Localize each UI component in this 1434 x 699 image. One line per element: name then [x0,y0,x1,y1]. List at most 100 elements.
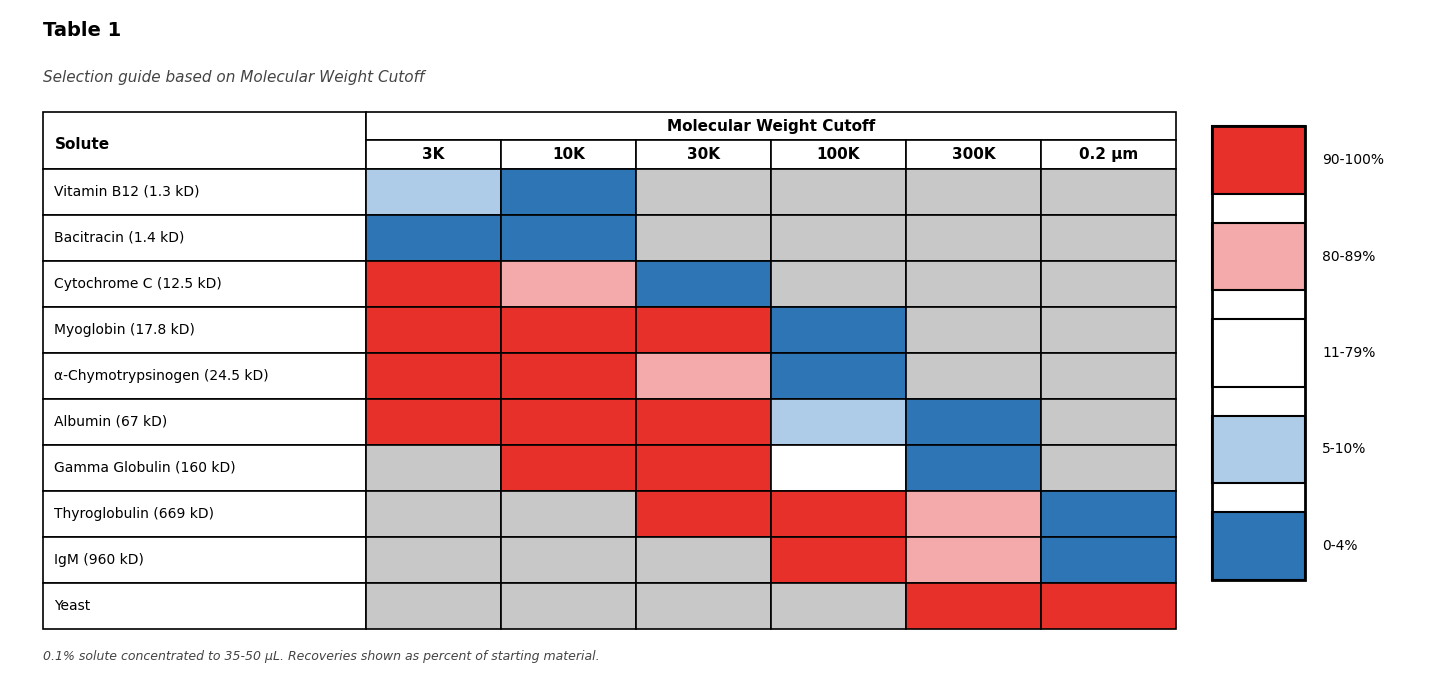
Bar [43,399,366,445]
Bar [771,307,906,353]
Bar [771,261,906,307]
Bar [906,445,1041,491]
Text: 10K: 10K [552,147,585,162]
Bar [771,140,906,168]
Bar [1212,127,1305,579]
Bar [1212,127,1305,194]
Text: Thyroglobulin (669 kD): Thyroglobulin (669 kD) [54,507,215,521]
Bar [771,537,906,583]
Bar [43,215,366,261]
Text: 3K: 3K [422,147,445,162]
Bar [906,168,1041,215]
Bar [1041,261,1176,307]
Bar [906,261,1041,307]
Bar [500,445,635,491]
Bar [43,168,366,215]
Text: 5-10%: 5-10% [1322,442,1367,456]
Bar [43,491,366,537]
Bar [635,445,771,491]
Bar [1212,223,1305,290]
Text: 90-100%: 90-100% [1322,153,1384,167]
Bar [906,491,1041,537]
Bar [635,399,771,445]
Bar [366,491,500,537]
Text: 0.2 μm: 0.2 μm [1078,147,1139,162]
Bar [771,445,906,491]
Text: Cytochrome C (12.5 kD): Cytochrome C (12.5 kD) [54,277,222,291]
Text: Bacitracin (1.4 kD): Bacitracin (1.4 kD) [54,231,185,245]
Bar [43,445,366,491]
Bar [500,307,635,353]
Bar [1212,416,1305,483]
Bar [906,537,1041,583]
Text: 100K: 100K [816,147,860,162]
Text: 30K: 30K [687,147,720,162]
Bar [43,307,366,353]
Bar [771,399,906,445]
Bar [906,583,1041,629]
Text: α-Chymotrypsinogen (24.5 kD): α-Chymotrypsinogen (24.5 kD) [54,369,270,383]
Bar [500,215,635,261]
Bar [1041,307,1176,353]
Bar [366,112,1176,140]
Bar [1041,399,1176,445]
Bar [366,140,500,168]
Text: Albumin (67 kD): Albumin (67 kD) [54,415,168,429]
Text: Myoglobin (17.8 kD): Myoglobin (17.8 kD) [54,323,195,337]
Bar [635,491,771,537]
Bar [906,140,1041,168]
Bar [500,537,635,583]
Bar [366,307,500,353]
Bar [366,399,500,445]
Text: 300K: 300K [952,147,995,162]
Bar [906,399,1041,445]
Bar [1212,319,1305,387]
Bar [1041,583,1176,629]
Bar [1041,140,1176,168]
Bar [635,583,771,629]
Bar [635,215,771,261]
Bar [500,491,635,537]
Bar [500,353,635,399]
Bar [43,583,366,629]
Text: Yeast: Yeast [54,599,90,613]
Text: 0-4%: 0-4% [1322,539,1358,553]
Bar [1041,168,1176,215]
Text: 11-79%: 11-79% [1322,346,1375,360]
Bar [906,353,1041,399]
Bar [366,537,500,583]
Bar [771,583,906,629]
Bar [43,112,366,168]
Bar [43,353,366,399]
Bar [500,399,635,445]
Bar [771,491,906,537]
Bar [1041,491,1176,537]
Text: 0.1% solute concentrated to 35-50 μL. Recoveries shown as percent of starting ma: 0.1% solute concentrated to 35-50 μL. Re… [43,650,599,663]
Bar [366,261,500,307]
Bar [366,353,500,399]
Bar [500,583,635,629]
Bar [771,168,906,215]
Bar [635,168,771,215]
Bar [1212,512,1305,579]
Bar [1041,445,1176,491]
Bar [906,307,1041,353]
Bar [771,215,906,261]
Text: Molecular Weight Cutoff: Molecular Weight Cutoff [667,119,875,134]
Bar [366,445,500,491]
Bar [500,168,635,215]
Text: Gamma Globulin (160 kD): Gamma Globulin (160 kD) [54,461,237,475]
Bar [366,583,500,629]
Bar [635,140,771,168]
Bar [771,353,906,399]
Bar [500,140,635,168]
Bar [1041,353,1176,399]
Bar [43,261,366,307]
Text: 80-89%: 80-89% [1322,250,1375,264]
Bar [906,215,1041,261]
Bar [635,537,771,583]
Text: IgM (960 kD): IgM (960 kD) [54,553,145,567]
Bar [1041,537,1176,583]
Bar [43,537,366,583]
Bar [635,307,771,353]
